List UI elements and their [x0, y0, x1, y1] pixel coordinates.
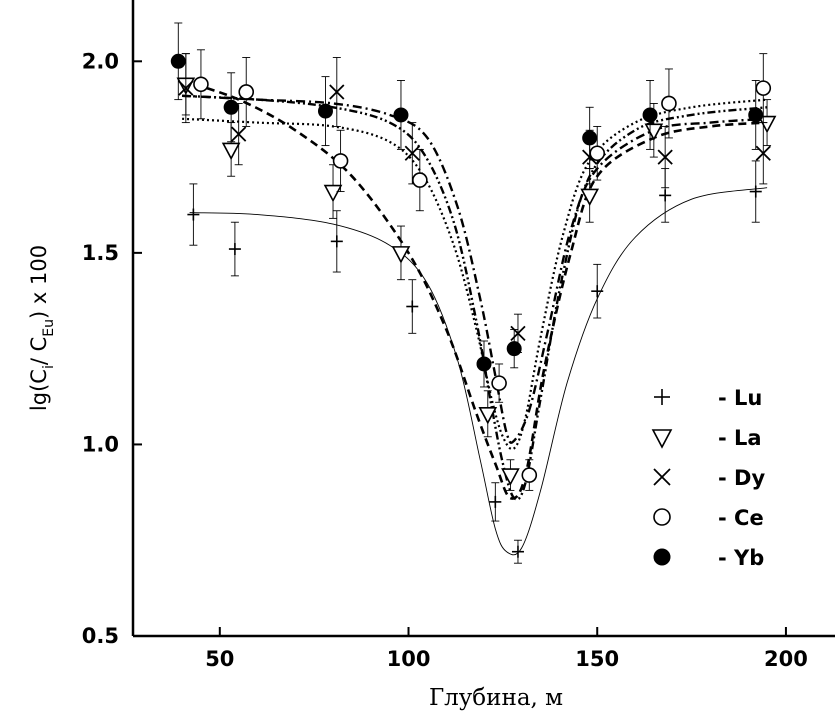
fit-line-ce — [182, 98, 768, 451]
y-tick-label: 1.0 — [82, 432, 119, 456]
fit-line-lu — [189, 187, 768, 556]
axes — [131, 0, 835, 638]
legend-label-lu: - Lu — [718, 386, 762, 410]
point-la — [580, 188, 600, 207]
point-dy-b — [231, 126, 247, 142]
y-axis-title-part: ) x 100 — [27, 245, 51, 319]
fit-line-yb — [182, 94, 768, 501]
x-tick-label: 150 — [575, 647, 619, 671]
point-ce — [193, 76, 209, 93]
point-la — [323, 184, 343, 203]
point-yb — [748, 107, 764, 123]
point-lu — [591, 285, 604, 298]
point-dy — [755, 145, 771, 161]
fit-line-la — [181, 79, 768, 500]
legend-marker-dy — [653, 468, 671, 486]
point-lu — [330, 235, 343, 248]
point-lu — [228, 243, 241, 256]
point-yb — [582, 130, 598, 146]
point-lu — [749, 185, 762, 198]
legend-marker-la — [651, 429, 673, 449]
fit-line-dy — [182, 94, 768, 444]
point-ce — [589, 145, 606, 162]
y-axis-title-part: / C — [27, 337, 51, 365]
data-points — [170, 22, 777, 564]
point-dy — [510, 325, 526, 341]
point-dy — [657, 149, 673, 165]
point-lu — [187, 208, 200, 221]
point-dy-b — [510, 325, 526, 341]
point-ce — [521, 467, 538, 483]
y-tick-label: 0.5 — [82, 624, 119, 648]
legend-marker-ce — [653, 508, 671, 526]
fit-lines — [181, 79, 768, 556]
point-dy — [404, 145, 420, 161]
legend-label-yb: - Yb — [718, 546, 764, 570]
x-tick-label: 50 — [205, 647, 234, 671]
point-yb — [506, 341, 522, 357]
legend-marker-yb — [653, 548, 671, 566]
legend-marker-lu — [654, 389, 670, 405]
point-dy-b — [329, 84, 345, 100]
point-dy-b — [178, 80, 194, 96]
point-dy-b — [755, 145, 771, 161]
legend: - Lu - La - Dy - Ce - Yb — [651, 386, 765, 570]
point-yb — [317, 103, 333, 119]
legend-label-dy: - Dy — [718, 466, 765, 490]
point-dy-b — [404, 145, 420, 161]
y-axis-title: lg(Ci/ CEu) x 100 — [27, 245, 57, 411]
x-axis-title: Глубина, м — [429, 685, 563, 711]
y-tick-label: 2.0 — [82, 49, 119, 73]
y-tick-label: 1.5 — [82, 241, 119, 265]
point-ce — [238, 84, 255, 100]
point-ce — [491, 375, 507, 391]
legend-label-la: - La — [718, 426, 762, 450]
point-ce — [412, 172, 428, 188]
point-yb — [170, 53, 186, 69]
point-dy — [329, 84, 345, 100]
point-yb — [476, 356, 492, 372]
x-tick-label: 100 — [387, 647, 431, 671]
point-la — [478, 406, 498, 425]
ticks: 50 100 150 200 0.5 1.0 1.5 2.0 — [82, 49, 808, 671]
point-dy — [231, 126, 247, 142]
point-lu — [406, 300, 419, 313]
legend-marker-dy-b — [653, 468, 671, 486]
point-lu — [511, 545, 524, 558]
point-ce — [755, 80, 772, 96]
point-ce — [661, 95, 677, 112]
point-la — [221, 142, 241, 161]
point-yb — [223, 99, 239, 115]
y-axis-title-sub-i: i — [41, 365, 57, 369]
point-dy — [178, 80, 194, 96]
y-axis-title-sub-eu: Eu — [41, 319, 57, 337]
point-lu — [489, 495, 502, 508]
point-yb — [642, 107, 658, 123]
point-dy-b — [657, 149, 673, 165]
legend-label-ce: - Ce — [718, 506, 764, 530]
point-lu — [659, 189, 672, 202]
point-la — [391, 246, 411, 264]
point-yb — [393, 107, 409, 123]
x-tick-label: 200 — [764, 647, 808, 671]
point-ce — [332, 153, 349, 169]
point-la — [501, 468, 520, 486]
y-axis-title-part: lg(C — [27, 369, 51, 411]
